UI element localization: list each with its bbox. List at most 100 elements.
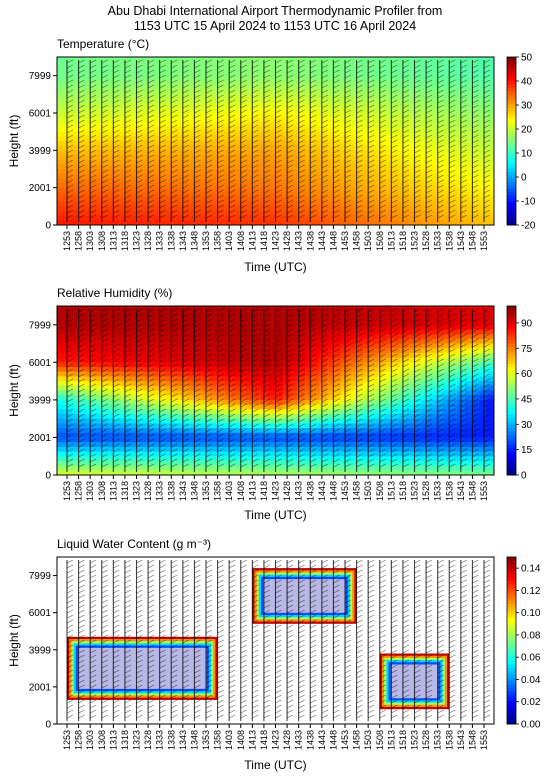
heatmap-cell [173, 362, 182, 368]
heatmap-cell [326, 66, 335, 72]
heatmap-cell [122, 85, 131, 91]
wind-barb-flag [425, 199, 433, 204]
wind-barb-flag [124, 59, 132, 64]
wind-barb-flag [472, 119, 479, 124]
heatmap-cell [115, 99, 124, 105]
heatmap-cell [384, 187, 393, 193]
wind-barb-flag [182, 209, 189, 214]
heatmap-cell [253, 362, 262, 368]
x-tick-label: 1308 [97, 231, 107, 251]
heatmap-cell [246, 437, 255, 443]
heatmap-cell [304, 334, 313, 340]
wind-barb-flag [333, 134, 340, 139]
heatmap-cell [239, 66, 247, 72]
wind-barb-flag [286, 194, 294, 199]
wind-barb-flag [344, 114, 352, 119]
colorbar-tick-label: 50 [521, 53, 533, 64]
wind-barb-flag [263, 99, 271, 104]
wind-barb-flag [368, 104, 375, 109]
heatmap-cell [224, 362, 233, 368]
heatmap-cell [180, 159, 189, 165]
heatmap-cell [202, 141, 211, 147]
wind-barb-flag [321, 209, 328, 214]
heatmap-cell [319, 173, 328, 179]
heatmap-cell [129, 357, 138, 363]
heatmap-cell [64, 418, 73, 424]
heatmap-cell [231, 432, 240, 439]
heatmap-cell [457, 215, 466, 221]
heatmap-cell [290, 376, 298, 382]
heatmap-cell [71, 371, 80, 378]
heatmap-cell [406, 155, 415, 161]
wind-barb-flag [217, 169, 224, 174]
heatmap-cell [86, 306, 95, 312]
heatmap-cell [107, 348, 116, 354]
heatmap-cell [122, 183, 131, 189]
heatmap-cell [137, 89, 145, 95]
heatmap-cell [151, 99, 160, 105]
heatmap-cell [129, 409, 138, 415]
heatmap-cell [450, 192, 459, 198]
heatmap-cell [472, 103, 481, 109]
wind-barb-flag [425, 129, 433, 134]
heatmap-cell [355, 80, 364, 86]
heatmap-cell [304, 413, 313, 420]
wind-barb-flag [240, 139, 247, 144]
heatmap-cell [326, 395, 335, 401]
heatmap-cell [348, 348, 357, 354]
heatmap-cell [260, 352, 269, 359]
heatmap-cell [443, 197, 451, 203]
heatmap-cell [231, 183, 240, 189]
heatmap-cell [180, 108, 189, 114]
heatmap-cell [392, 215, 400, 221]
heatmap-cell [107, 192, 116, 198]
heatmap-cell [93, 201, 102, 207]
heatmap-cell [158, 442, 167, 448]
heatmap-cell [224, 329, 233, 335]
heatmap-cell [188, 108, 196, 114]
heatmap-cell [384, 206, 393, 212]
heatmap-cell [166, 183, 175, 189]
wind-barb-flag [356, 134, 363, 139]
wind-barb-flag [205, 144, 213, 149]
heatmap-cell [457, 159, 466, 165]
heatmap-cell [297, 99, 306, 105]
wind-barb-flag [263, 119, 271, 124]
heatmap-cell [231, 145, 240, 151]
heatmap-cell [290, 215, 298, 221]
heatmap-cell [370, 75, 379, 81]
heatmap-cell [355, 164, 364, 170]
heatmap-cell [413, 187, 422, 193]
heatmap-cell [57, 352, 65, 359]
heatmap-cell [464, 192, 473, 198]
heatmap-cell [78, 446, 87, 453]
heatmap-cell [472, 206, 481, 212]
heatmap-cell [290, 220, 298, 225]
wind-barb-flag [391, 74, 398, 79]
wind-barb-flag [460, 129, 467, 134]
wind-barb-flag [472, 144, 479, 149]
heatmap-cell [224, 178, 233, 184]
heatmap-cell [268, 113, 277, 119]
wind-barb-flag [425, 154, 433, 159]
wind-barb-flag [263, 64, 271, 69]
heatmap-cell [268, 136, 277, 142]
heatmap-cell [57, 192, 65, 198]
heatmap-cell [260, 362, 269, 368]
heatmap-cell [224, 71, 233, 77]
wind-barb-flag [472, 194, 479, 199]
heatmap-cell [107, 320, 116, 326]
heatmap-cell [188, 61, 196, 67]
wind-barb-flag [66, 214, 74, 219]
heatmap-cell [195, 376, 204, 382]
heatmap-cell [297, 456, 306, 462]
heatmap-cell [115, 470, 124, 475]
heatmap-cell [57, 324, 65, 331]
wind-barb-flag [101, 114, 108, 119]
heatmap-cell [122, 61, 131, 67]
heatmap-cell [290, 320, 298, 326]
heatmap-cell [100, 409, 109, 415]
heatmap-cell [246, 136, 255, 142]
heatmap-cell [326, 85, 335, 91]
